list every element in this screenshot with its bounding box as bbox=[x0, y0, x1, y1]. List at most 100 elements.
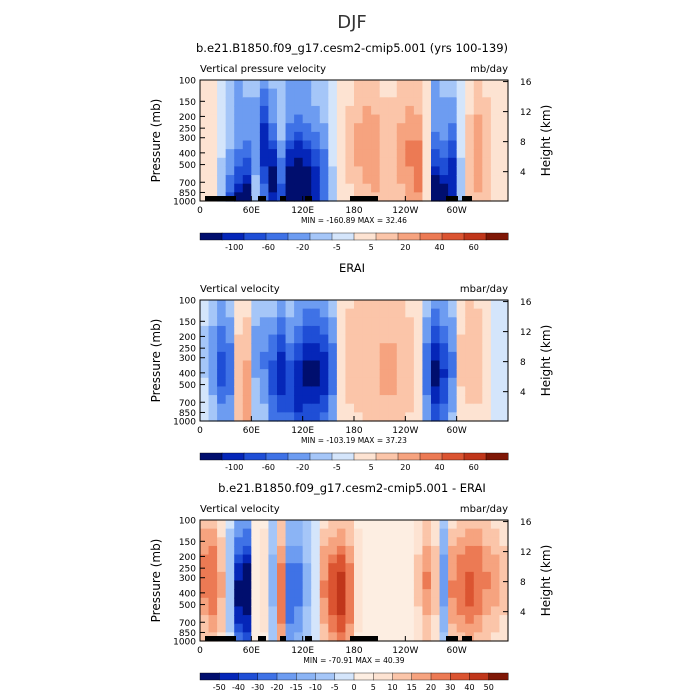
field-cell bbox=[345, 157, 355, 168]
field-cell bbox=[439, 589, 449, 599]
field-cell bbox=[200, 545, 210, 556]
field-cell bbox=[482, 308, 492, 318]
field-cell bbox=[242, 140, 252, 150]
field-cell bbox=[362, 140, 372, 150]
field-cell bbox=[208, 114, 218, 124]
x-tick-label: 60E bbox=[243, 206, 260, 216]
field-cell bbox=[354, 606, 364, 616]
field-cell bbox=[413, 412, 424, 422]
field-cell bbox=[499, 386, 509, 396]
field-cell bbox=[259, 105, 270, 116]
field-cell bbox=[251, 589, 261, 599]
field-cell bbox=[208, 308, 218, 318]
field-cell bbox=[362, 360, 372, 370]
field-cell bbox=[396, 580, 406, 590]
field-cell bbox=[336, 563, 347, 573]
field-cell bbox=[336, 520, 347, 530]
field-cell bbox=[413, 192, 424, 202]
field-cell bbox=[362, 412, 372, 422]
field-cell bbox=[311, 325, 321, 336]
field-cell bbox=[473, 140, 483, 150]
field-cell bbox=[482, 520, 492, 530]
field-cell bbox=[431, 360, 441, 370]
field-cell bbox=[234, 520, 244, 530]
field-cell bbox=[431, 183, 441, 193]
field-cell bbox=[302, 105, 312, 116]
field-cell bbox=[234, 140, 244, 150]
colorbar-box bbox=[199, 232, 223, 241]
field-cell bbox=[234, 615, 244, 625]
field-cell bbox=[465, 325, 475, 336]
field-cell bbox=[259, 589, 270, 599]
field-cell bbox=[371, 571, 381, 582]
field-cell bbox=[388, 632, 398, 642]
field-cell bbox=[396, 183, 406, 193]
field-cell bbox=[259, 88, 270, 98]
field-cell bbox=[234, 123, 244, 133]
field-cell bbox=[422, 97, 432, 107]
field-cell bbox=[371, 597, 381, 608]
y-tick-label: 850 bbox=[179, 629, 196, 639]
field-cell bbox=[234, 545, 244, 556]
field-cell bbox=[208, 343, 218, 353]
field-cell bbox=[473, 149, 483, 159]
field-cell bbox=[285, 308, 295, 318]
field-cell bbox=[268, 597, 278, 608]
field-cell bbox=[242, 351, 252, 362]
field-cell bbox=[208, 166, 218, 176]
field-cell bbox=[200, 606, 210, 616]
topography-mask bbox=[446, 196, 458, 201]
field-cell bbox=[388, 563, 398, 573]
field-cell bbox=[439, 528, 449, 538]
field-cell bbox=[439, 140, 449, 150]
field-cell bbox=[336, 343, 347, 353]
field-cell bbox=[448, 183, 458, 193]
field-cell bbox=[259, 114, 270, 124]
colorbar-box bbox=[287, 452, 311, 461]
field-cell bbox=[200, 80, 210, 90]
field-cell bbox=[405, 386, 415, 396]
field-cell bbox=[319, 308, 329, 318]
field-cell bbox=[277, 131, 287, 142]
field-cell bbox=[251, 123, 261, 133]
field-cell bbox=[431, 395, 441, 405]
field-cell bbox=[439, 308, 449, 318]
field-cell bbox=[456, 157, 466, 168]
colorbar-label: -60 bbox=[262, 463, 275, 472]
field-cell bbox=[362, 183, 372, 193]
field-cell bbox=[328, 325, 338, 336]
field-cell bbox=[217, 80, 227, 90]
field-cell bbox=[319, 545, 329, 556]
field-cell bbox=[277, 597, 287, 608]
field-cell bbox=[362, 131, 372, 142]
field-cell bbox=[277, 325, 287, 336]
field-cell bbox=[388, 140, 398, 150]
field-cell bbox=[473, 377, 483, 388]
field-cell bbox=[422, 308, 432, 318]
field-cell bbox=[294, 537, 304, 547]
field-cell bbox=[277, 360, 287, 370]
field-cell bbox=[439, 395, 449, 405]
field-cell bbox=[405, 325, 415, 336]
field-cell bbox=[336, 377, 347, 388]
field-cell bbox=[268, 166, 278, 176]
field-cell bbox=[285, 123, 295, 133]
field-cell bbox=[465, 580, 475, 590]
field-cell bbox=[319, 88, 329, 98]
field-cell bbox=[259, 537, 270, 547]
field-cell bbox=[200, 308, 210, 318]
field-cell bbox=[285, 300, 295, 310]
field-cell bbox=[413, 597, 424, 608]
field-cell bbox=[328, 589, 338, 599]
colorbar-box bbox=[397, 232, 421, 241]
field-cell bbox=[225, 545, 235, 556]
field-cell bbox=[413, 114, 424, 124]
field-cell bbox=[379, 615, 389, 625]
field-cell bbox=[259, 325, 270, 336]
field-cell bbox=[499, 589, 509, 599]
field-cell bbox=[362, 571, 372, 582]
colorbar-label: 50 bbox=[484, 683, 494, 692]
field-cell bbox=[234, 403, 244, 413]
field-cell bbox=[354, 131, 364, 142]
